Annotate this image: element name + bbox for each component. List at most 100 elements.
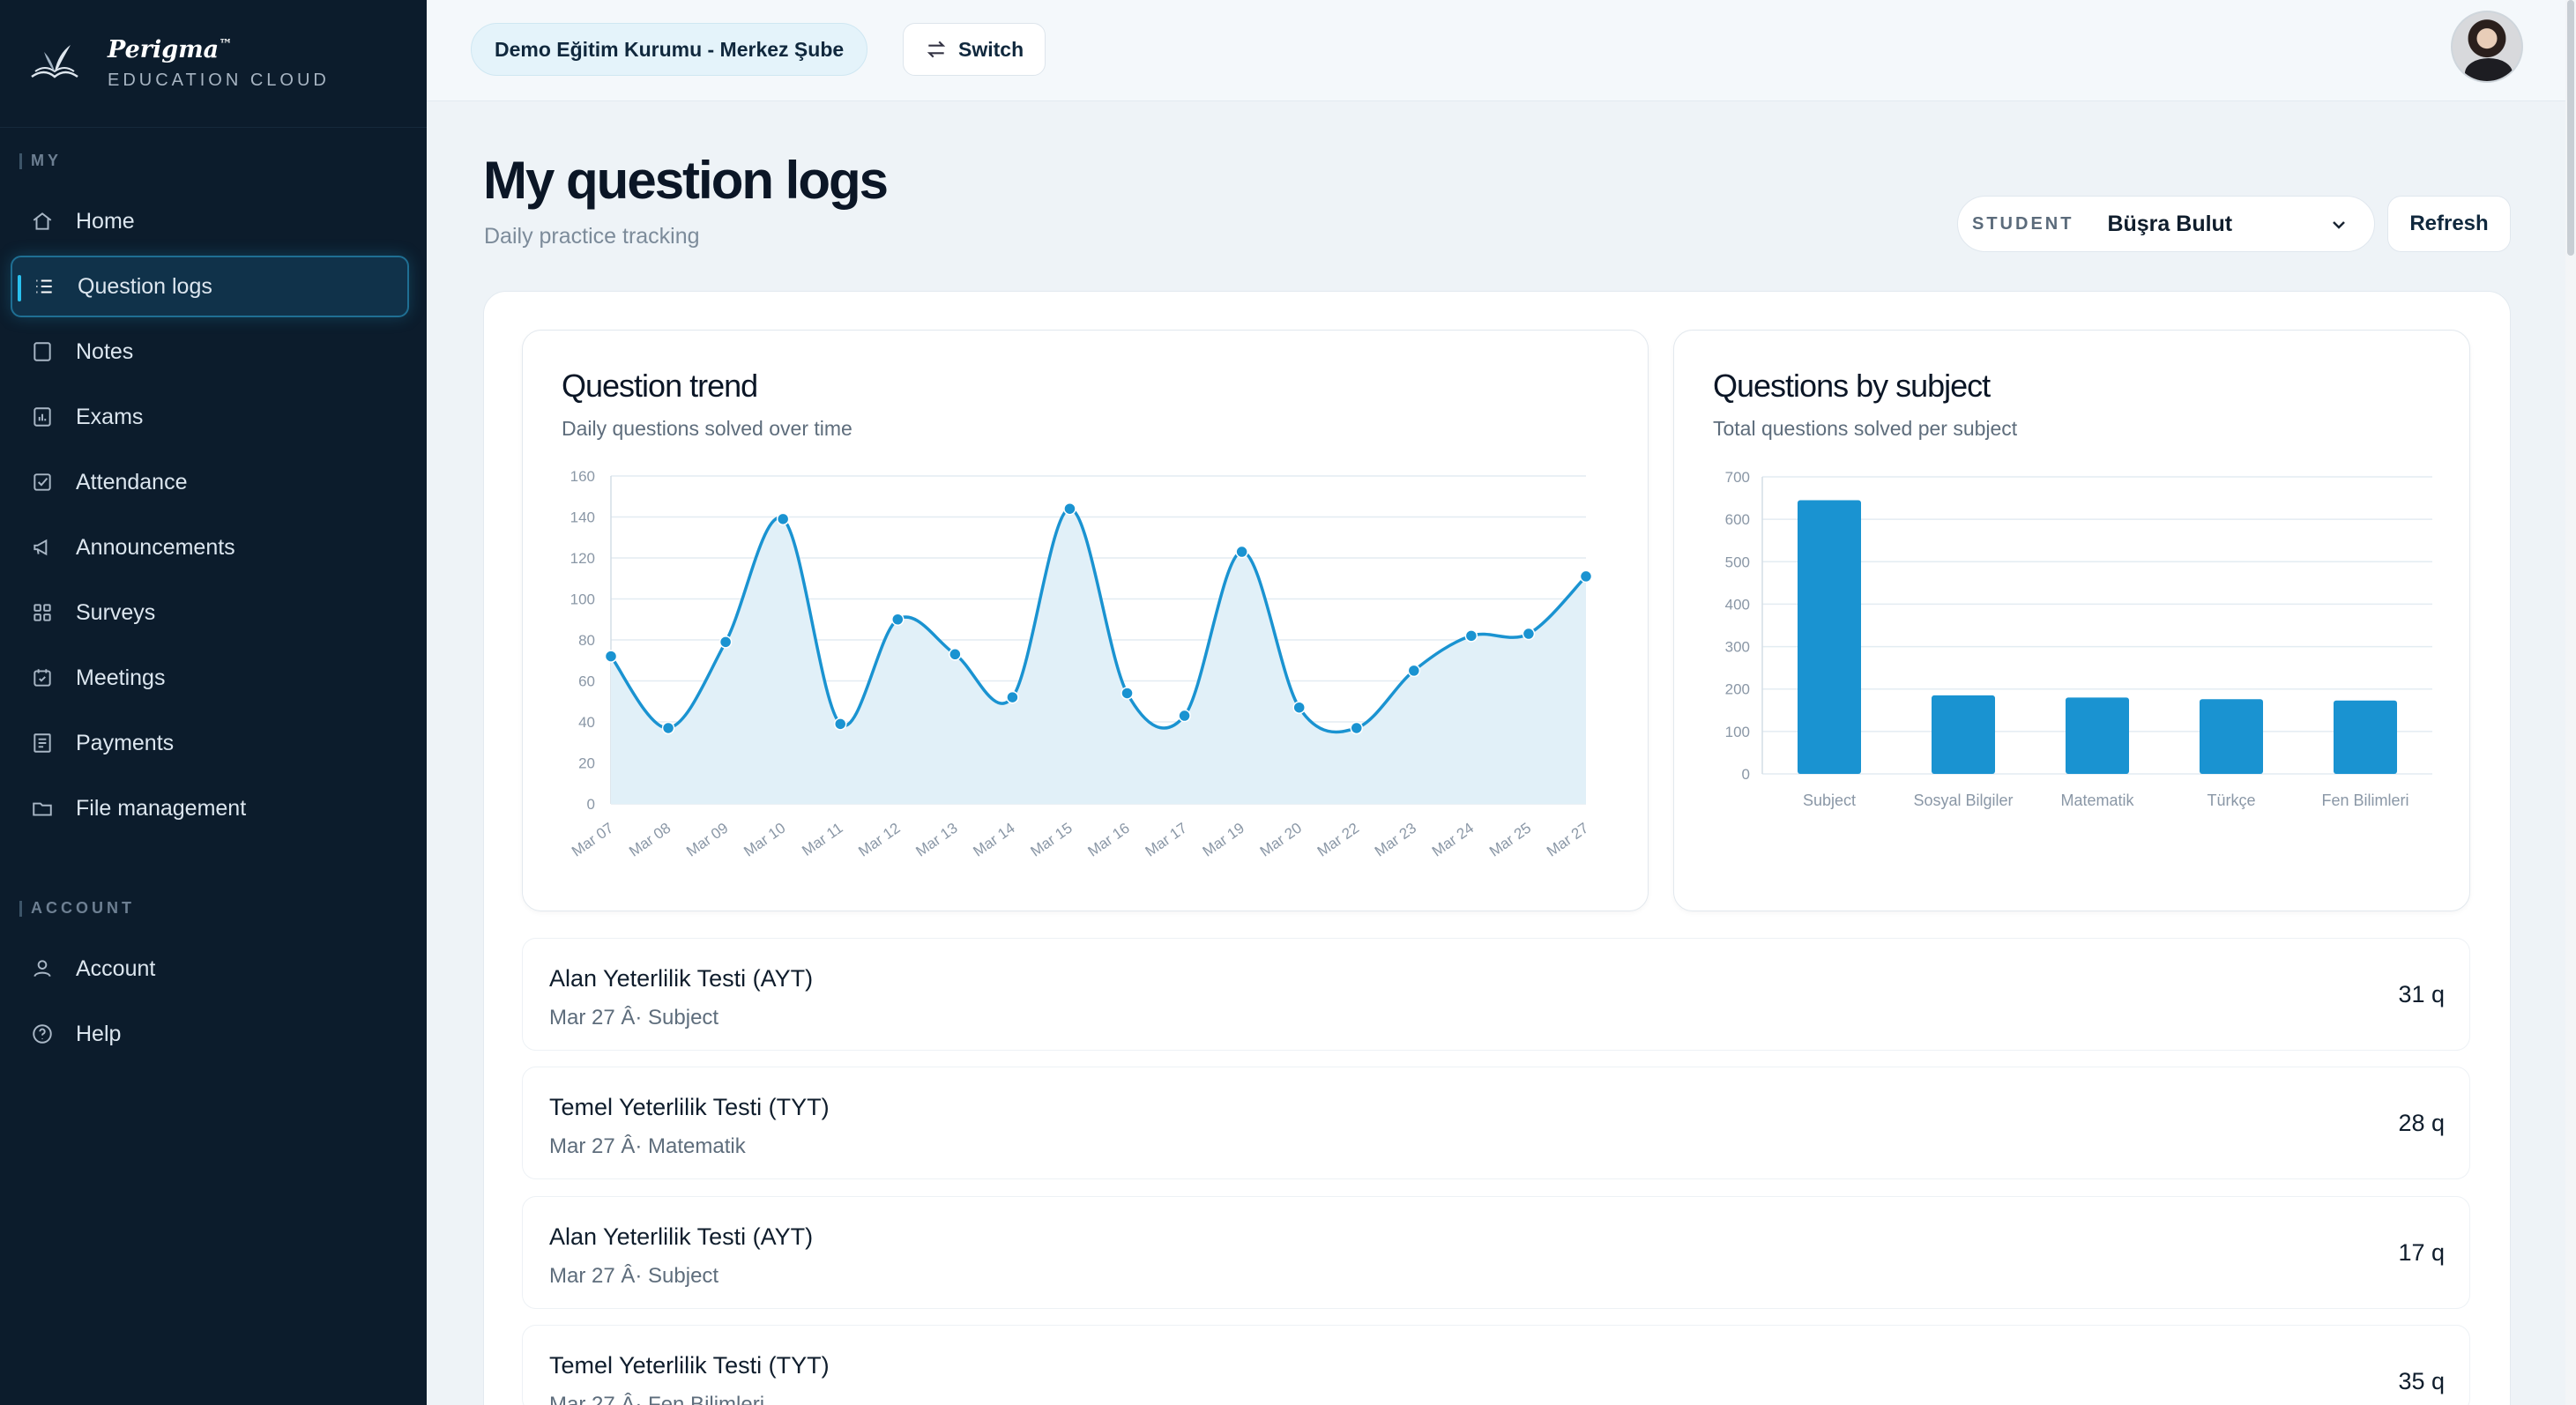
sidebar-item-label: Announcements: [76, 534, 235, 560]
sidebar-item-label: Notes: [76, 338, 134, 364]
x-tick-label: Mar 12: [855, 820, 903, 860]
x-tick-label: Mar 07: [569, 820, 616, 860]
y-tick-label: 80: [578, 632, 595, 649]
book-logo-icon: [31, 45, 78, 78]
x-tick-label: Mar 13: [912, 820, 960, 860]
log-count: 35 q: [2398, 1368, 2445, 1394]
x-tick-label: Subject: [1803, 792, 1856, 809]
y-tick-label: 0: [587, 796, 595, 813]
y-tick-label: 0: [1742, 766, 1750, 783]
data-point: [1120, 687, 1134, 700]
list-icon: [32, 274, 56, 299]
refresh-button[interactable]: Refresh: [2387, 196, 2511, 252]
x-tick-label: Mar 19: [1200, 820, 1247, 860]
chart-subtitle: Daily questions solved over time: [562, 417, 852, 440]
data-point: [949, 648, 962, 661]
sidebar-item-payments[interactable]: Payments: [11, 712, 409, 774]
topbar: Demo Eğitim Kurumu - Merkez Şube Switch: [427, 0, 2576, 101]
questions-by-subject-card: Questions by subject Total questions sol…: [1673, 330, 2470, 911]
sidebar-item-surveys[interactable]: Surveys: [11, 582, 409, 643]
log-meta: Mar 27 Â· Subject: [549, 1264, 719, 1288]
sidebar-item-label: Meetings: [76, 665, 166, 690]
sidebar-item-exams[interactable]: Exams: [11, 386, 409, 448]
sidebar-item-file-management[interactable]: File management: [11, 777, 409, 839]
grid-icon: [30, 600, 55, 625]
y-tick-label: 600: [1725, 511, 1750, 528]
y-tick-label: 700: [1725, 469, 1750, 486]
x-tick-label: Matematik: [2060, 792, 2134, 809]
data-point: [661, 721, 675, 735]
y-tick-label: 40: [578, 714, 595, 731]
bar: [1932, 695, 1995, 774]
sidebar-item-help[interactable]: Help: [11, 1003, 409, 1065]
branch-pill[interactable]: Demo Eğitim Kurumu - Merkez Şube: [471, 23, 868, 76]
log-count: 17 q: [2398, 1239, 2445, 1266]
note-icon: [30, 339, 55, 364]
chart-subtitle: Total questions solved per subject: [1713, 417, 2018, 440]
x-tick-label: Mar 23: [1372, 820, 1419, 860]
sidebar-item-label: Exams: [76, 404, 144, 429]
x-tick-label: Mar 09: [683, 820, 731, 860]
x-tick-label: Türkçe: [2207, 792, 2255, 809]
scrollbar-thumb[interactable]: [2567, 0, 2574, 256]
sidebar-item-label: Home: [76, 208, 135, 234]
questions-by-subject-chart: 0 100 200 300 400 500 600 700 Subject Sosyal Bilg…: [1725, 469, 2432, 809]
y-tick-label: 300: [1725, 639, 1750, 656]
data-point: [1235, 545, 1248, 559]
switch-label: Switch: [958, 37, 1024, 61]
data-point: [891, 613, 905, 626]
help-icon: [30, 1022, 55, 1046]
x-tick-label: Mar 10: [741, 820, 788, 860]
x-tick-label: Mar 15: [1028, 820, 1076, 860]
data-point: [1006, 690, 1019, 704]
megaphone-icon: [30, 535, 55, 560]
sidebar-item-account[interactable]: Account: [11, 938, 409, 1000]
sidebar-item-question-logs[interactable]: Question logs: [11, 256, 409, 317]
data-point: [1407, 664, 1421, 678]
log-title: Temel Yeterlilik Testi (TYT): [549, 1352, 830, 1379]
data-point: [1464, 629, 1478, 643]
data-point: [718, 636, 733, 649]
x-tick-label: Sosyal Bilgiler: [1913, 792, 2013, 809]
brand[interactable]: Perigma™ EDUCATION CLOUD: [0, 0, 427, 128]
chart-title: Question trend: [562, 368, 758, 404]
sidebar-item-label: Attendance: [76, 469, 188, 494]
y-tick-label: 20: [578, 755, 595, 772]
data-point: [1350, 721, 1364, 735]
y-tick-label: 140: [570, 509, 595, 526]
list-item[interactable]: Temel Yeterlilik Testi (TYT) Mar 27 Â· M…: [522, 1067, 2470, 1179]
data-point: [1522, 627, 1536, 641]
sidebar-item-attendance[interactable]: Attendance: [11, 451, 409, 513]
list-item[interactable]: Alan Yeterlilik Testi (AYT) Mar 27 Â· Su…: [522, 1196, 2470, 1309]
x-tick-label: Mar 22: [1314, 820, 1362, 860]
list-item[interactable]: Alan Yeterlilik Testi (AYT) Mar 27 Â· Su…: [522, 938, 2470, 1051]
bar: [2200, 699, 2263, 774]
sidebar-item-announcements[interactable]: Announcements: [11, 517, 409, 578]
avatar[interactable]: [2451, 11, 2523, 83]
student-label: STUDENT: [1972, 213, 2074, 234]
brand-name: Perigma™: [108, 36, 233, 63]
log-title: Alan Yeterlilik Testi (AYT): [549, 965, 814, 992]
home-icon: [30, 209, 55, 234]
chart-title: Questions by subject: [1713, 368, 1991, 404]
sidebar-item-notes[interactable]: Notes: [11, 321, 409, 383]
data-point: [833, 717, 847, 731]
sidebar: Perigma™ EDUCATION CLOUD MY Home Questio…: [0, 0, 427, 1405]
bar: [2334, 700, 2397, 774]
switch-button[interactable]: Switch: [903, 23, 1046, 76]
chevron-down-icon: [2333, 221, 2345, 229]
student-select[interactable]: STUDENT Büşra Bulut: [1957, 196, 2375, 252]
data-point: [1579, 569, 1593, 584]
calendar-check-icon: [30, 665, 55, 690]
sidebar-item-meetings[interactable]: Meetings: [11, 647, 409, 709]
data-point: [1292, 701, 1306, 714]
scrollbar-track[interactable]: [2565, 0, 2576, 1405]
data-point: [1063, 502, 1076, 516]
y-tick-label: 100: [1725, 724, 1750, 740]
list-item[interactable]: Temel Yeterlilik Testi (TYT) Mar 27 Â· F…: [522, 1325, 2470, 1405]
log-count: 28 q: [2398, 1110, 2445, 1136]
sidebar-item-home[interactable]: Home: [11, 190, 409, 252]
section-label-my: MY: [0, 152, 62, 170]
sidebar-item-label: Help: [76, 1021, 122, 1046]
